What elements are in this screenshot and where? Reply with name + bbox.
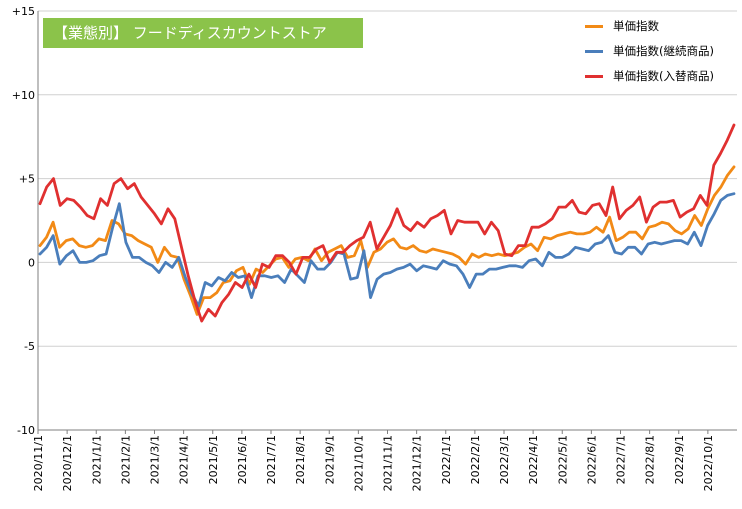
y-tick-label: +5 [19, 173, 35, 186]
legend-label-unit-price-index: 単価指数 [613, 19, 659, 33]
x-tick-label: 2021/3/1 [149, 435, 162, 484]
x-tick-label: 2022/2/1 [469, 435, 482, 484]
x-tick-labels: 2020/11/1 2020/12/1 2021/1/1 2021/2/1 2021/3… [32, 435, 715, 491]
series-line-1 [38, 192, 736, 308]
y-tick-label: 0 [28, 256, 35, 269]
x-tick-label: 2020/11/1 [32, 435, 45, 491]
x-tick-label: 2021/12/1 [411, 435, 424, 491]
x-tick-label: 2021/10/1 [352, 435, 365, 491]
x-tick-label: 2021/1/1 [90, 435, 103, 484]
axes [37, 11, 737, 434]
y-tick-label: +15 [12, 5, 35, 18]
x-tick-label: 2022/9/1 [673, 435, 686, 484]
legend-swatch-unit-price-index [585, 25, 603, 28]
x-tick-label: 2022/8/1 [644, 435, 657, 484]
y-tick-labels: +15 +10 +5 0 -5 -10 [12, 5, 35, 437]
legend-swatch-continuing-products [585, 50, 603, 53]
y-tick-label: +10 [12, 89, 35, 102]
x-tick-label: 2022/3/1 [498, 435, 511, 484]
legend-label-replacement-products: 単価指数(入替商品) [613, 69, 714, 83]
series-lines [38, 123, 736, 323]
x-tick-label: 2021/7/1 [265, 435, 278, 484]
series-line-0 [38, 165, 736, 316]
legend-swatch-replacement-products [585, 75, 603, 78]
x-tick-label: 2022/5/1 [556, 435, 569, 484]
x-tick-label: 2021/5/1 [207, 435, 220, 484]
x-tick-label: 2021/6/1 [236, 435, 249, 484]
x-tick-label: 2021/9/1 [323, 435, 336, 484]
x-tick-label: 2021/2/1 [119, 435, 132, 484]
series-line-2 [38, 123, 736, 323]
x-tick-label: 2022/4/1 [527, 435, 540, 484]
chart-title: 【業態別】 フードディスカウントストア [43, 18, 363, 48]
x-tick-label: 2021/11/1 [382, 435, 395, 491]
x-tick-label: 2021/8/1 [294, 435, 307, 484]
legend-label-continuing-products: 単価指数(継続商品) [613, 44, 714, 58]
x-tick-label: 2022/1/1 [440, 435, 453, 484]
x-tick-label: 2022/10/1 [702, 435, 715, 491]
x-tick-label: 2022/6/1 [585, 435, 598, 484]
x-tick-label: 2022/7/1 [615, 435, 628, 484]
x-tick-label: 2021/4/1 [178, 435, 191, 484]
x-tick-label: 2020/12/1 [61, 435, 74, 491]
y-tick-label: -10 [17, 424, 35, 437]
y-tick-label: -5 [24, 340, 35, 353]
